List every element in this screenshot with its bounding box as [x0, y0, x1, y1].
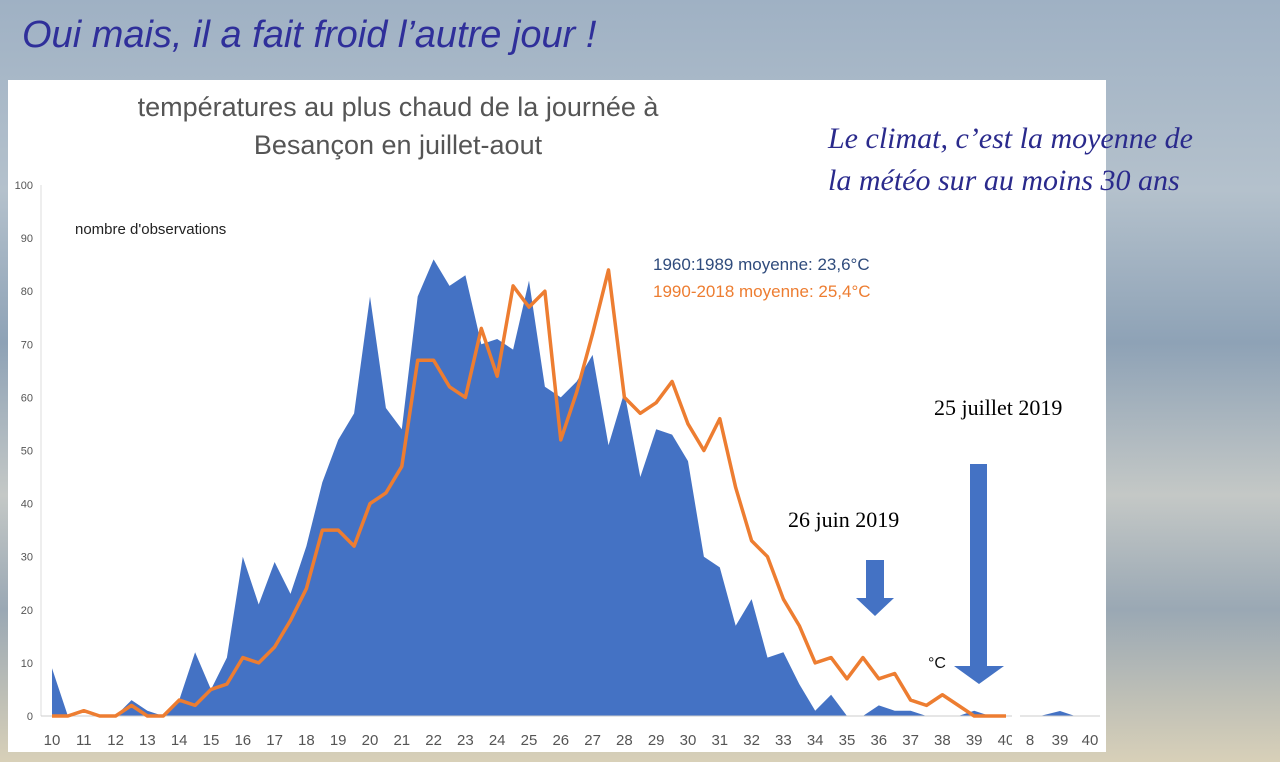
x-tick-label: 11: [76, 732, 92, 749]
x-tick-label: 37: [902, 732, 919, 749]
y-tick-label: 0: [27, 711, 33, 723]
stray-x-tick-label: 39: [1052, 732, 1069, 749]
y-tick-label: 70: [21, 339, 33, 351]
y-tick-label: 10: [21, 658, 33, 670]
x-tick-label: 39: [966, 732, 983, 749]
stray-x-tick-label: 40: [1082, 732, 1099, 749]
series-line-1990-2018: [52, 268, 1006, 718]
y-tick-label: 50: [21, 446, 33, 458]
x-tick-label: 16: [234, 732, 251, 749]
y-tick-label: 60: [21, 392, 33, 404]
x-tick-label: 26: [552, 732, 569, 749]
slide-title: Oui mais, il a fait froid l’autre jour !: [22, 14, 597, 56]
x-tick-label: 15: [203, 732, 220, 749]
chart-title-line2: Besançon en juillet-aout: [253, 130, 543, 160]
stray-area-bump: [1040, 711, 1075, 716]
x-tick-label: 33: [775, 732, 792, 749]
x-tick-label: 35: [839, 732, 856, 749]
x-tick-label: 18: [298, 732, 315, 749]
x-tick-label: 10: [44, 732, 61, 749]
quote-line2: la météo sur au moins 30 ans: [828, 164, 1180, 197]
x-tick-label: 14: [171, 732, 188, 749]
x-tick-label: 12: [107, 732, 124, 749]
annotation-26-juin: 26 juin 2019: [788, 507, 899, 532]
series-area-1960-1989: [52, 259, 1006, 716]
x-tick-label: 23: [457, 732, 474, 749]
x-tick-label: 30: [680, 732, 697, 749]
y-axis-title: nombre d'observations: [75, 221, 226, 238]
legend-series-1: 1960:1989 moyenne: 23,6°C: [653, 255, 870, 274]
x-tick-label: 22: [425, 732, 442, 749]
x-tick-label: 36: [870, 732, 887, 749]
y-tick-label: 40: [21, 499, 33, 511]
x-tick-label: 32: [743, 732, 760, 749]
quote-line1: Le climat, c’est la moyenne de: [828, 122, 1193, 155]
y-tick-label: 80: [21, 286, 33, 298]
arrow-down-icon: [954, 464, 1004, 684]
x-tick-label: 27: [584, 732, 601, 749]
y-tick-label: 90: [21, 233, 33, 245]
climate-quote: Le climat, c’est la moyenne de la météo …: [828, 118, 1193, 202]
x-tick-label: 17: [266, 732, 283, 749]
y-tick-label: 100: [15, 180, 33, 192]
annotation-25-juillet: 25 juillet 2019: [934, 395, 1062, 420]
x-tick-label: 19: [330, 732, 347, 749]
x-tick-label: 31: [711, 732, 728, 749]
arrow-down-icon: [856, 560, 894, 616]
x-tick-label: 21: [393, 732, 410, 749]
y-tick-label: 20: [21, 605, 33, 617]
y-tick-label: 30: [21, 552, 33, 564]
x-tick-label: 29: [648, 732, 665, 749]
chart-title: températures au plus chaud de la journée…: [48, 88, 748, 164]
x-tick-label: 13: [139, 732, 156, 749]
x-unit-label: °C: [928, 655, 946, 672]
chart-title-line1: températures au plus chaud de la journée…: [137, 92, 659, 122]
stray-x-tick-label: 8: [1026, 732, 1034, 749]
x-tick-label: 25: [521, 732, 538, 749]
x-tick-label: 28: [616, 732, 633, 749]
legend-series-2: 1990-2018 moyenne: 25,4°C: [653, 282, 871, 301]
x-tick-label: 24: [489, 732, 506, 749]
x-tick-label: 20: [362, 732, 379, 749]
x-tick-label: 34: [807, 732, 824, 749]
overlay-fragment: [1012, 620, 1106, 752]
x-tick-label: 38: [934, 732, 951, 749]
x-tick-label: 40: [998, 732, 1015, 749]
